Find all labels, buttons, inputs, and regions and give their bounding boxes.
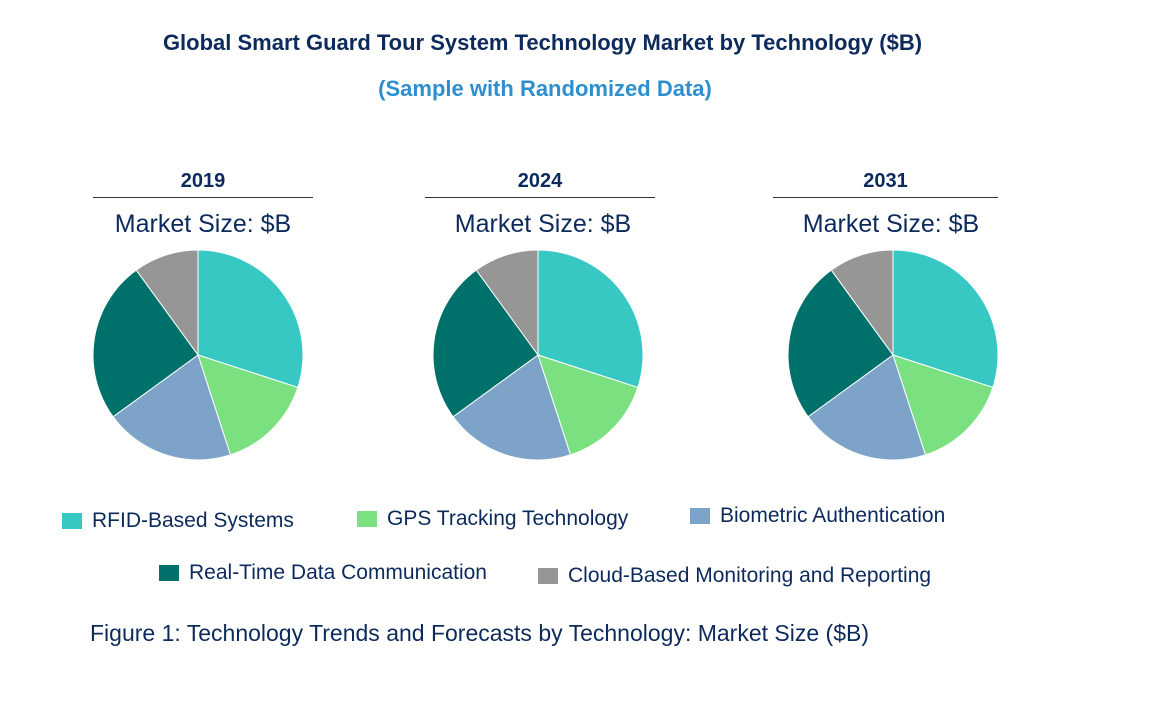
legend-item-cloud: Cloud-Based Monitoring and Reporting — [538, 564, 931, 588]
chart-subtitle: (Sample with Randomized Data) — [378, 76, 712, 101]
chart-title: Global Smart Guard Tour System Technolog… — [162, 30, 923, 55]
legend-swatch — [538, 568, 558, 584]
legend-swatch — [62, 513, 82, 529]
legend-label: Cloud-Based Monitoring and Reporting — [568, 564, 932, 587]
pie-slice-2019-2 — [112, 354, 232, 461]
legend-swatch — [357, 511, 377, 527]
pie-slice-2024-0 — [537, 249, 644, 389]
pie-subtitle-2024: Market Size: $B — [454, 210, 632, 238]
pie-slice-2024-2 — [452, 354, 572, 461]
pie-slice-2031-4 — [830, 249, 894, 357]
pie-slice-2031-1 — [892, 354, 994, 456]
pie-slice-2031-0 — [892, 249, 999, 389]
legend-swatch — [690, 508, 710, 524]
pie-title-2024: 2024 — [425, 170, 655, 198]
legend-item-realtime: Real-Time Data Communication — [159, 561, 487, 585]
legend-item-biometric: Biometric Authentication — [690, 504, 945, 528]
pie-slice-2031-2 — [807, 354, 927, 461]
pie-slice-2031-3 — [787, 269, 894, 418]
pie-subtitle-2019: Market Size: $B — [114, 210, 292, 238]
pie-slice-2024-3 — [432, 269, 539, 418]
pie-subtitle-2031: Market Size: $B — [802, 210, 980, 238]
pie-title-2019: 2019 — [93, 170, 313, 198]
pie-title-2031: 2031 — [773, 170, 998, 198]
legend-label: RFID-Based Systems — [92, 509, 294, 532]
legend-swatch — [159, 565, 179, 581]
pie-slice-2019-3 — [92, 269, 199, 418]
figure-caption: Figure 1: Technology Trends and Forecast… — [90, 620, 869, 646]
pie-slice-2024-1 — [537, 354, 639, 456]
legend-item-rfid: RFID-Based Systems — [62, 509, 294, 533]
legend-label: Biometric Authentication — [720, 504, 946, 527]
pie-slice-2024-4 — [475, 249, 539, 357]
legend-label: Real-Time Data Communication — [189, 561, 487, 584]
pie-slice-2019-0 — [197, 249, 304, 389]
pie-slice-2019-1 — [197, 354, 299, 456]
legend-label: GPS Tracking Technology — [387, 507, 629, 530]
pie-slice-2019-4 — [135, 249, 199, 357]
legend-item-gps: GPS Tracking Technology — [357, 507, 628, 531]
